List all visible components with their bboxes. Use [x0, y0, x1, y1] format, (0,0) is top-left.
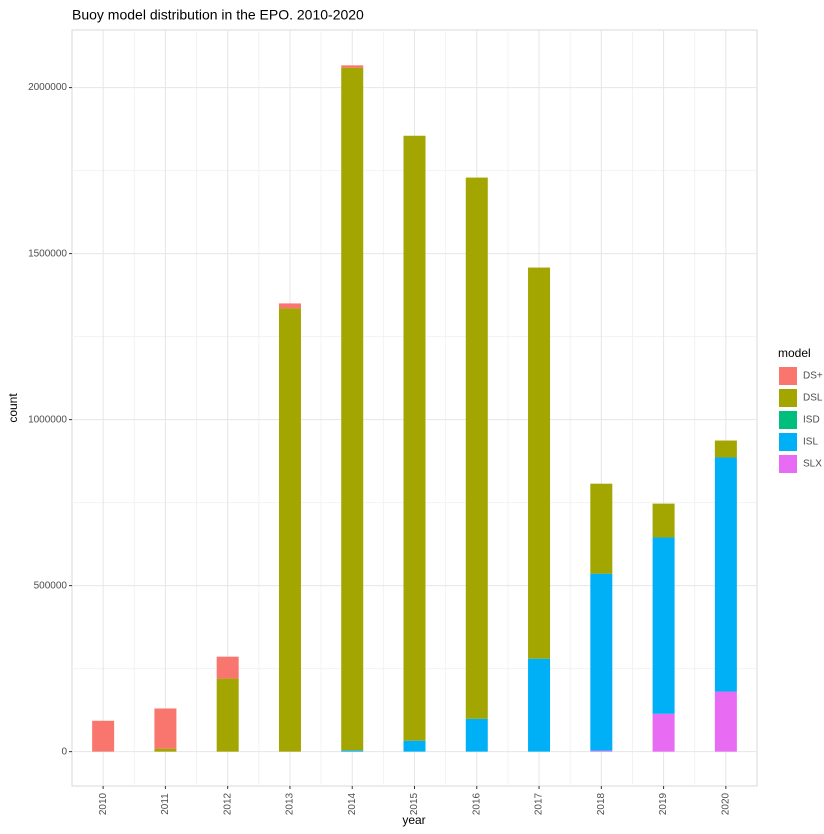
- bar-segment: [465, 718, 488, 752]
- bar-segment: [590, 483, 613, 574]
- bar-segment: [590, 573, 613, 751]
- bar-segment: [714, 457, 737, 692]
- bar-segment: [154, 748, 177, 752]
- bar-segment: [465, 177, 488, 719]
- x-tick-label: 2010: [98, 792, 109, 815]
- legend-label: DSL: [803, 393, 823, 404]
- bar-segment: [403, 740, 426, 752]
- bar-segment: [154, 708, 177, 749]
- bar-segment: [341, 65, 364, 68]
- bar-segment: [216, 656, 239, 679]
- bar-segment: [341, 750, 364, 752]
- legend-label: SLX: [803, 459, 822, 470]
- bar-segment: [216, 678, 239, 752]
- bar-segment: [403, 135, 426, 741]
- y-tick-label: 1500000: [28, 248, 67, 259]
- y-tick-label: 0: [61, 746, 67, 757]
- legend-key: [779, 455, 797, 473]
- x-tick-label: 2018: [596, 792, 607, 815]
- legend-label: ISD: [803, 415, 820, 426]
- x-tick-label: 2017: [534, 792, 545, 815]
- bar-segment: [528, 267, 551, 659]
- y-tick-label: 2000000: [28, 82, 67, 93]
- x-axis-label: year: [402, 813, 425, 827]
- bar-segment: [652, 537, 675, 714]
- bar-segment: [714, 691, 737, 752]
- legend-key: [779, 367, 797, 385]
- x-tick-label: 2019: [658, 792, 669, 815]
- y-tick-label: 1000000: [28, 414, 67, 425]
- legend-key: [779, 389, 797, 407]
- x-tick-label: 2015: [409, 792, 420, 815]
- bar-segment: [341, 67, 364, 751]
- bar-segment: [590, 750, 613, 752]
- x-tick-label: 2020: [721, 792, 732, 815]
- legend-title: model: [778, 346, 811, 360]
- x-tick-label: 2012: [222, 792, 233, 815]
- bar-segment: [278, 308, 301, 752]
- bar-segment: [714, 440, 737, 458]
- x-tick-label: 2011: [160, 793, 171, 815]
- y-tick-label: 500000: [34, 580, 68, 591]
- legend-key: [779, 433, 797, 451]
- y-axis-label: count: [6, 393, 20, 423]
- legend-label: ISL: [803, 437, 818, 448]
- x-tick-label: 2016: [471, 792, 482, 815]
- x-tick-label: 2013: [285, 792, 296, 815]
- bar-segment: [92, 720, 115, 752]
- legend-label: DS+: [803, 371, 823, 382]
- x-tick-label: 2014: [347, 792, 358, 815]
- bar-segment: [528, 658, 551, 752]
- bar-segment: [278, 303, 301, 309]
- bar-segment: [652, 713, 675, 752]
- chart-title: Buoy model distribution in the EPO. 2010…: [72, 7, 364, 23]
- bar-segment: [652, 503, 675, 538]
- legend-key: [779, 411, 797, 429]
